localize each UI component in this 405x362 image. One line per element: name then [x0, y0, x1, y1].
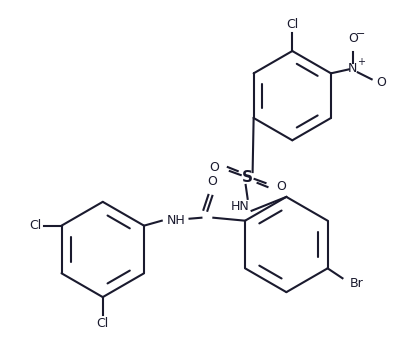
- Text: −: −: [356, 29, 365, 39]
- Text: Br: Br: [350, 277, 363, 290]
- Text: HN: HN: [230, 200, 249, 213]
- Text: O: O: [207, 175, 217, 188]
- Text: +: +: [357, 58, 365, 67]
- Text: S: S: [242, 169, 253, 185]
- Text: Cl: Cl: [286, 18, 298, 31]
- Text: O: O: [377, 76, 386, 89]
- Text: O: O: [348, 31, 358, 45]
- Text: NH: NH: [166, 214, 185, 227]
- Text: Cl: Cl: [30, 219, 42, 232]
- Text: O: O: [277, 180, 286, 193]
- Text: Cl: Cl: [97, 317, 109, 330]
- Text: O: O: [209, 161, 219, 174]
- Text: N: N: [348, 62, 358, 75]
